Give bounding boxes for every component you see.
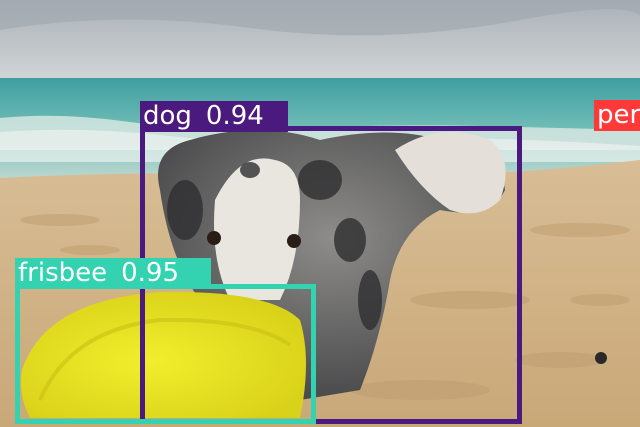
- person-class-label: per: [597, 100, 640, 131]
- frisbee-bounding-box: [15, 284, 316, 424]
- dog-class-label: dog: [143, 101, 192, 132]
- frisbee-detection-label: frisbee 0.95: [15, 258, 211, 289]
- person-detection-label: per: [594, 100, 640, 131]
- frisbee-class-label: frisbee: [18, 258, 107, 289]
- dog-confidence: 0.94: [206, 101, 264, 132]
- frisbee-confidence: 0.95: [121, 258, 179, 289]
- dog-detection-label: dog 0.94: [140, 101, 288, 132]
